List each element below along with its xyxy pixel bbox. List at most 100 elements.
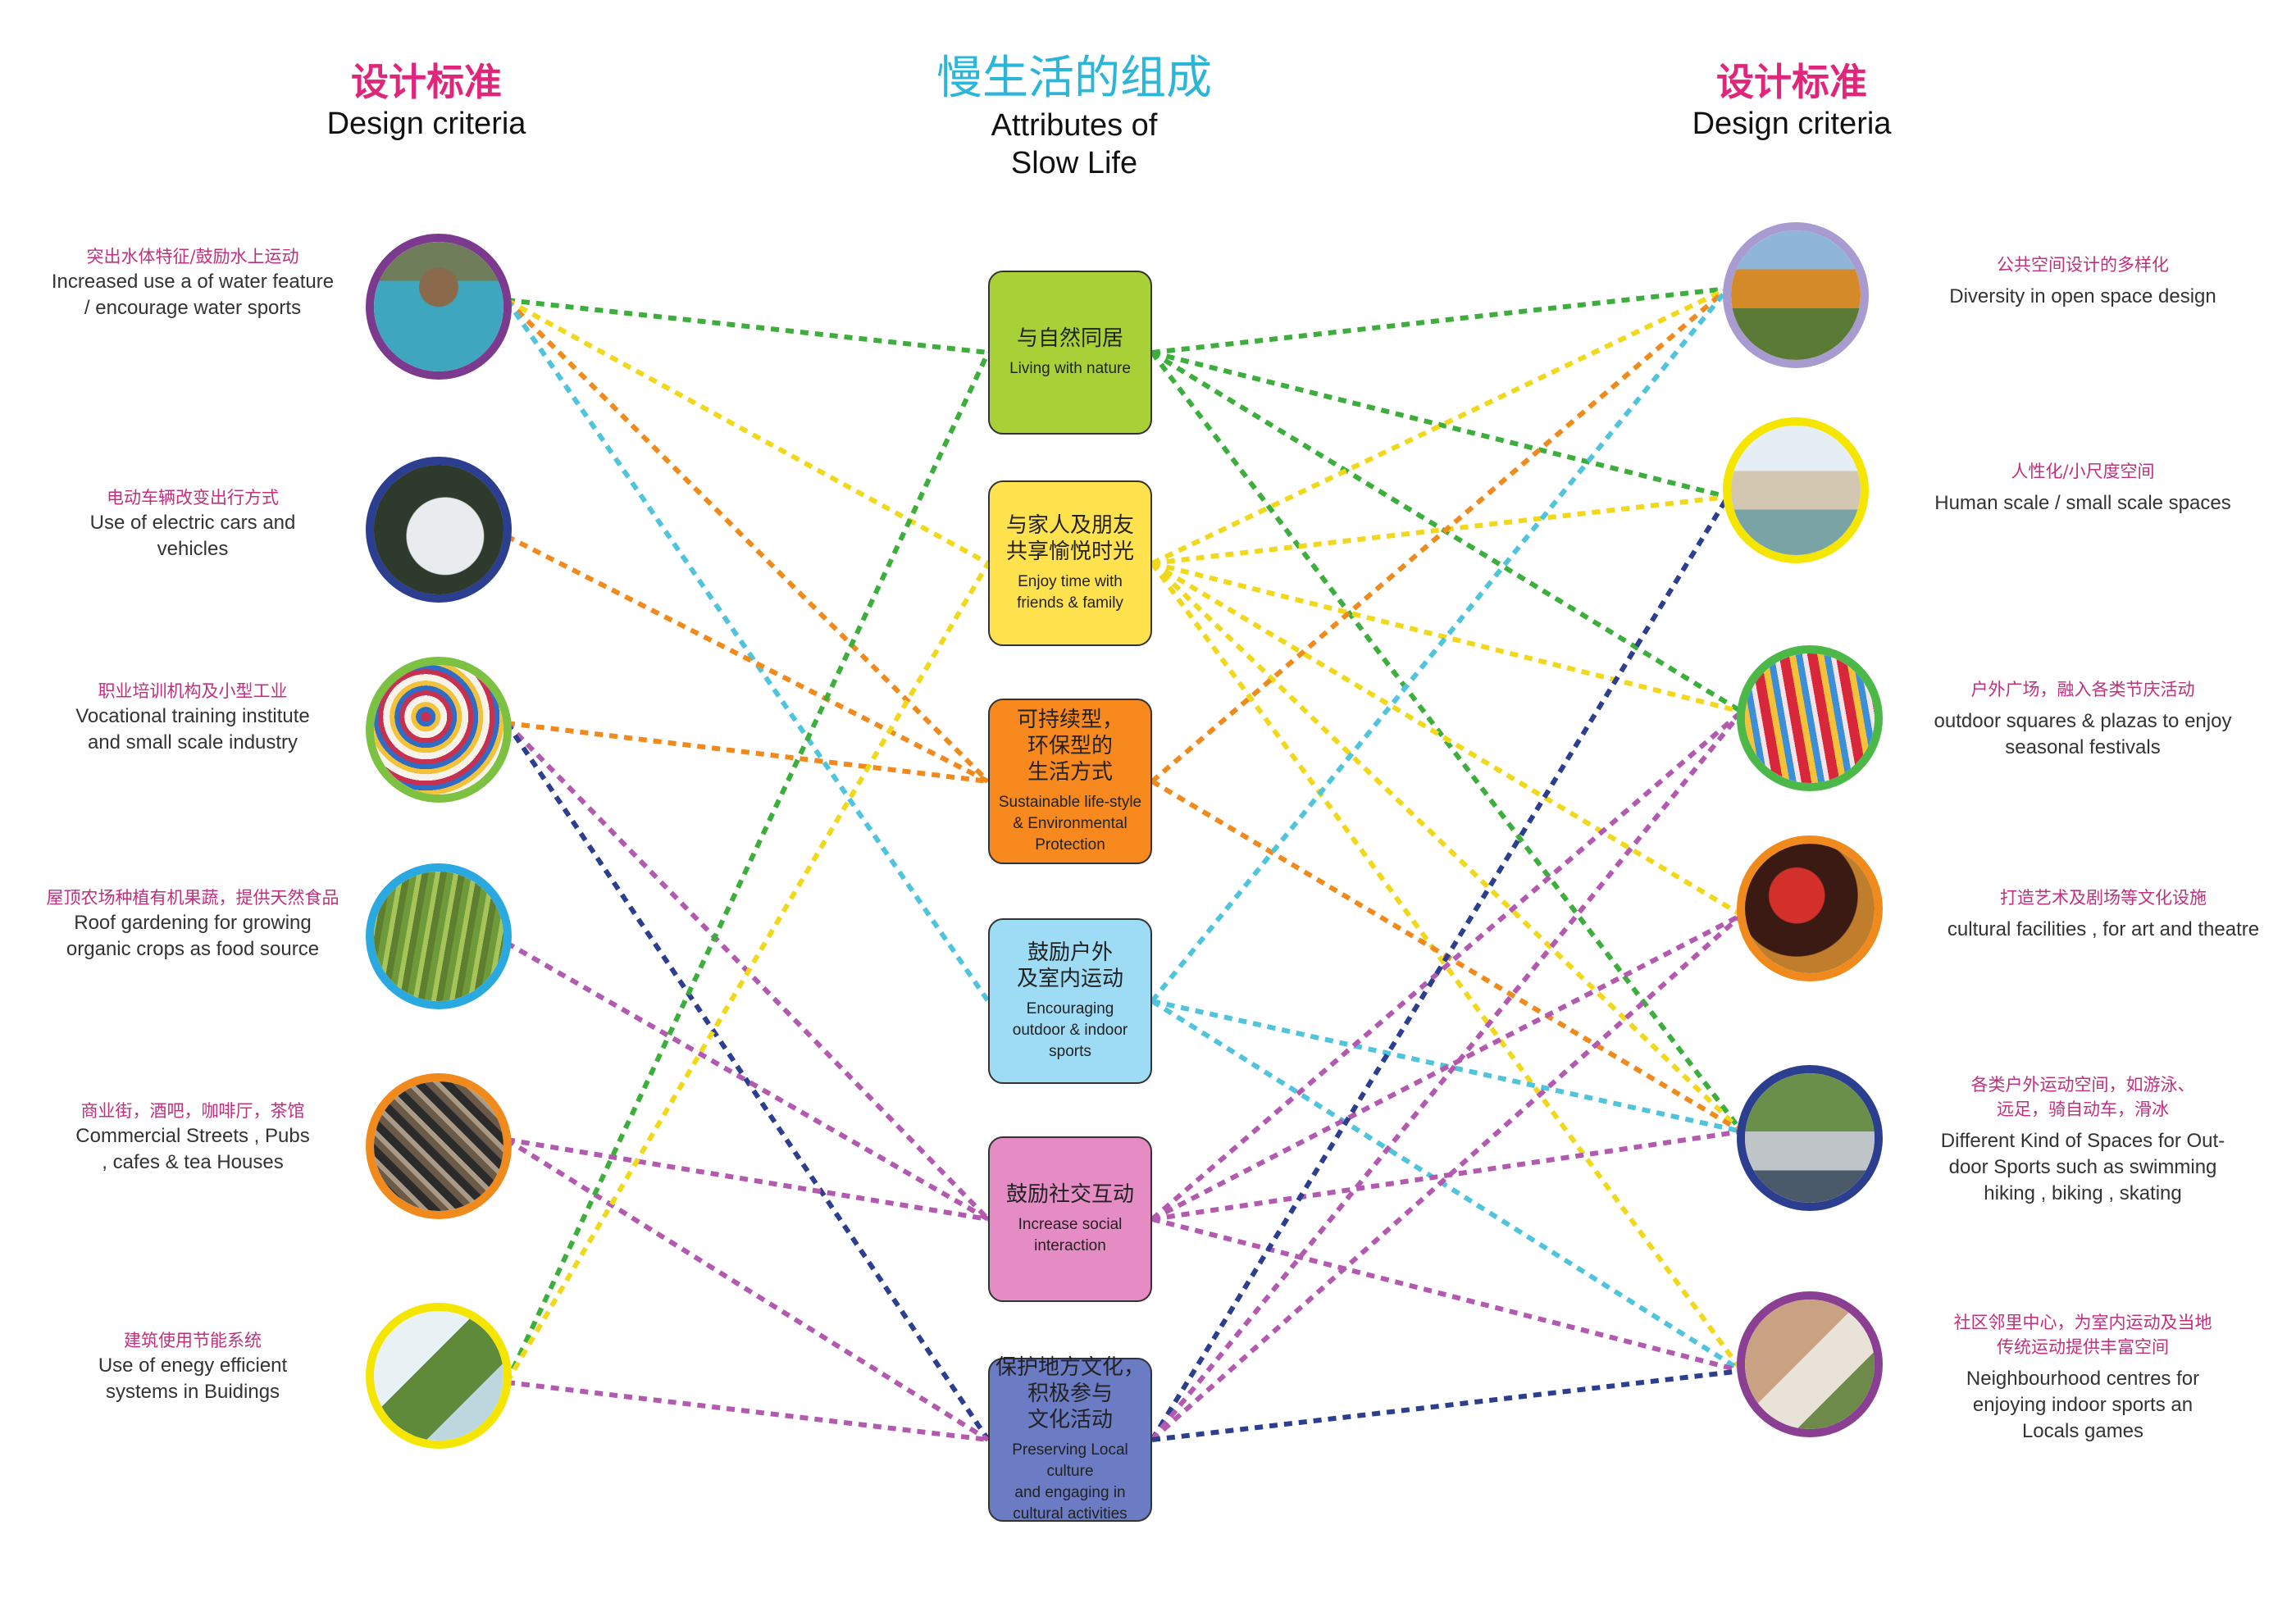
right-criterion-3: 打造艺术及剧场等文化设施 cultural facilities , for ar… (1931, 885, 2276, 943)
criterion-en-line: enjoying indoor sports an (1972, 1394, 2194, 1416)
connection-A4-R4 (1151, 1129, 1742, 1222)
criterion-en-line: , cafes & tea Houses (102, 1151, 284, 1173)
left-header: 设计标准 Design criteria (295, 59, 558, 143)
attribute-zh-line: 及室内运动 (1016, 967, 1123, 991)
connection-A0-R4 (1150, 351, 1744, 1133)
connection-A3-R0 (1150, 287, 1730, 1003)
attribute-zh: 与自然同居 (1017, 325, 1123, 352)
connection-A0-R1 (1151, 350, 1729, 499)
criterion-en-line: hiking , biking , skating (1984, 1182, 2182, 1204)
attribute-en-line: cultural activities (1013, 1505, 1128, 1523)
criterion-en-line: / encourage water sports (84, 297, 302, 319)
criterion-en-line: Use of electric cars and (89, 512, 296, 534)
criterion-en-line: systems in Buidings (105, 1381, 280, 1403)
right-criterion-2: 户外广场，融入各类节庆活动 outdoor squares & plazas to… (1911, 677, 2255, 761)
attribute-box-5: 保护地方文化， 积极参与 文化活动 Preserving Local culture a… (988, 1355, 1152, 1525)
connection-L5-A0 (504, 351, 991, 1384)
criterion-en-line: seasonal festivals (2005, 736, 2161, 758)
right-criterion-5: 社区邻里中心，为室内运动及当地 传统运动提供丰富空间 Neighbourhood c… (1911, 1310, 2255, 1445)
criterion-zh: 电动车辆改变出行方式 (107, 488, 279, 508)
attribute-en-line: interaction (1034, 1237, 1106, 1254)
criterion-en-line: door Sports such as swimming (1948, 1156, 2217, 1178)
criterion-zh: 建筑使用节能系统 (124, 1331, 262, 1350)
left-header-zh: 设计标准 (351, 60, 502, 104)
attribute-en: Living with nature (1009, 358, 1131, 380)
attribute-en-line: Increase social (1018, 1216, 1123, 1233)
connection-L2-A5 (504, 722, 991, 1441)
left-circle-4 (366, 1073, 512, 1219)
attribute-box-3: 鼓励户外 及室内运动 Encouraging outdoor & indoor spor… (988, 918, 1152, 1084)
attribute-zh: 保护地方文化， 积极参与 文化活动 (995, 1354, 1145, 1433)
attribute-zh-line: 与自然同居 (1016, 326, 1123, 351)
attribute-zh-line: 生活方式 (1027, 760, 1113, 785)
right-circle-4 (1737, 1065, 1883, 1211)
criterion-zh: 商业街，酒吧，咖啡厅，茶馆 (80, 1101, 305, 1121)
criterion-en-line: Diversity in open space design (1949, 285, 2216, 307)
attribute-en-line: friends & family (1017, 594, 1123, 612)
attribute-en: Increase social interaction (1018, 1214, 1123, 1257)
attribute-en-line: Protection (1035, 836, 1105, 854)
criterion-gap (1911, 1359, 2255, 1366)
cycling-photo (1745, 1073, 1875, 1203)
left-circle-5 (366, 1303, 512, 1449)
left-circle-1 (366, 457, 512, 603)
lake-park-photo (1731, 230, 1861, 360)
right-header: 设计标准 Design criteria (1660, 59, 1923, 143)
criterion-zh-line: 远足，骑自动车，滑冰 (1997, 1099, 2169, 1119)
attribute-en-line: outdoor & indoor (1012, 1022, 1128, 1039)
criterion-en-line: outdoor squares & plazas to enjoy (1934, 710, 2232, 732)
criterion-zh: 职业培训机构及小型工业 (98, 681, 288, 701)
connection-L0-A1 (505, 298, 990, 566)
left-criterion-5: 建筑使用节能系统 Use of enegy efficient systems in… (20, 1328, 365, 1405)
center-header-zh: 慢生活的组成 (936, 52, 1212, 105)
criterion-zh: 人性化/小尺度空间 (2011, 462, 2155, 481)
attribute-zh-line: 文化活动 (1027, 1408, 1113, 1432)
connection-A4-R3 (1150, 913, 1743, 1222)
attribute-box-0: 与自然同居 Living with nature (988, 271, 1152, 435)
criterion-en-line: Roof gardening for growing (74, 912, 312, 934)
criterion-en-line: Use of enegy efficient (98, 1354, 288, 1377)
criterion-en-line: Human scale / small scale spaces (1934, 492, 2231, 514)
criterion-zh: 户外广场，融入各类节庆活动 (1970, 680, 2195, 699)
criterion-zh: 打造艺术及剧场等文化设施 (2000, 888, 2207, 908)
attribute-box-1: 与家人及朋友 共享愉悦时光 Enjoy time with friends & fam… (988, 480, 1152, 646)
left-criterion-4: 商业街，酒吧，咖啡厅，茶馆 Commercial Streets , Pubs , … (20, 1099, 365, 1176)
connection-L0-A2 (504, 298, 991, 784)
swimming-pool-photo (374, 242, 503, 371)
right-circle-3 (1737, 835, 1883, 981)
right-circle-5 (1737, 1291, 1883, 1437)
right-criterion-4: 各类户外运动空间，如游泳、 远足，骑自动车，滑冰 Different Kind of… (1911, 1072, 2255, 1207)
connection-A1-R3 (1150, 561, 1743, 917)
criterion-gap (1911, 1122, 2255, 1128)
criterion-zh-line: 社区邻里中心，为室内运动及当地 (1953, 1313, 2212, 1332)
left-criterion-0: 突出水体特征/鼓励水上运动 Increased use a of water fe… (20, 244, 365, 321)
right-circle-2 (1737, 645, 1883, 791)
attribute-en-line: Enjoy time with (1018, 573, 1123, 590)
attribute-en-line: and engaging in (1014, 1484, 1126, 1501)
attribute-zh-line: 鼓励户外 (1027, 940, 1113, 965)
connection-A3-R5 (1150, 999, 1743, 1373)
connection-A1-R0 (1150, 286, 1729, 566)
attribute-zh-line: 共享愉悦时光 (1005, 539, 1134, 564)
attribute-zh: 鼓励社交互动 (1006, 1181, 1134, 1208)
connection-L1-A2 (505, 534, 990, 784)
town-square-photo (1731, 426, 1861, 555)
connection-L3-A4 (505, 940, 990, 1222)
connection-L2-A2 (506, 721, 989, 784)
connection-L0-A3 (504, 298, 991, 1003)
community-photo (1745, 1300, 1875, 1429)
attribute-en: Preserving Local culture and engaging in c… (993, 1440, 1147, 1525)
attribute-en-line: Living with nature (1009, 360, 1131, 377)
attribute-zh: 鼓励户外 及室内运动 (1017, 940, 1123, 992)
connection-A5-R2 (1150, 710, 1744, 1441)
connection-L5-A5 (506, 1380, 989, 1442)
criterion-gap (1911, 484, 2255, 490)
left-header-en: Design criteria (326, 107, 526, 141)
criterion-en-line: and small scale industry (87, 731, 298, 753)
center-header-en-line2: Slow Life (1010, 146, 1138, 180)
attribute-zh-line: 环保型的 (1027, 734, 1113, 758)
center-header-en-line1: Attributes of (991, 108, 1158, 143)
connection-A4-R2 (1150, 709, 1743, 1222)
attribute-en-line: & Environmental (1013, 815, 1128, 832)
street-market-photo (374, 1081, 503, 1211)
